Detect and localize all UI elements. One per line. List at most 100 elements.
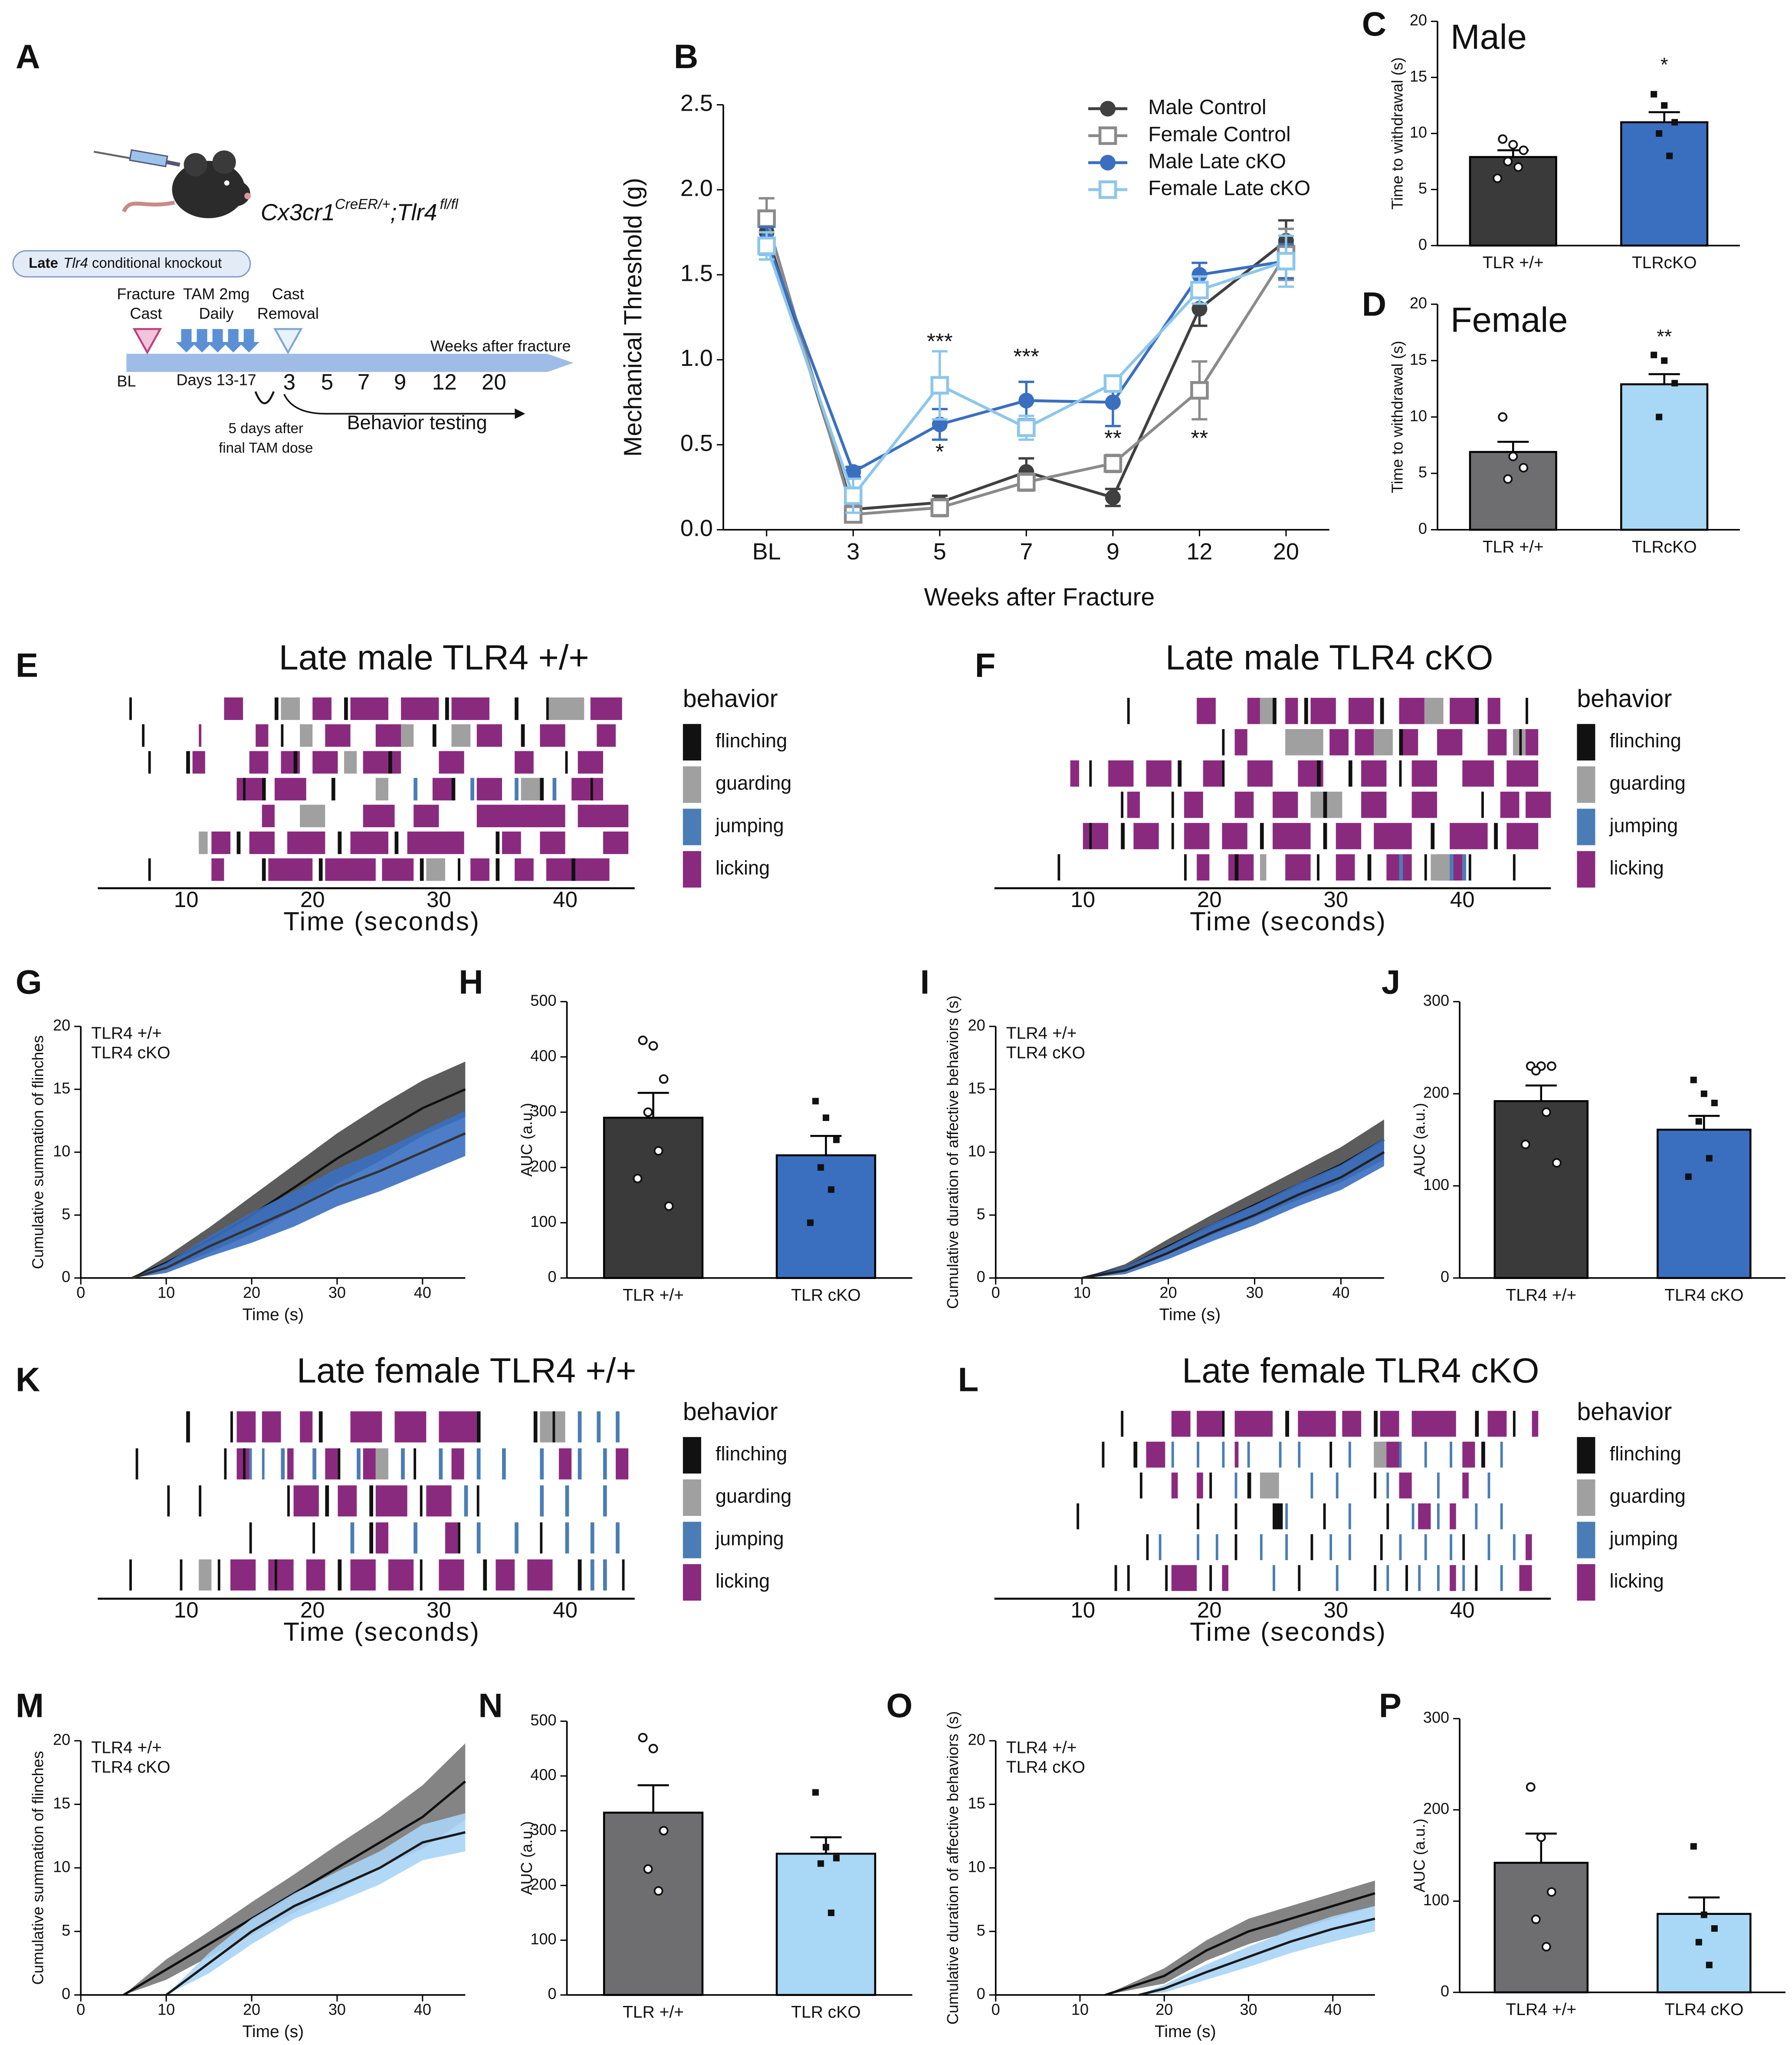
x-tick-label: 20: [1197, 887, 1222, 912]
panel: K 10 20 30 40 Time (seconds) Late female TLR4 …: [16, 1351, 791, 1646]
event: [1273, 697, 1277, 724]
panel: M 0 5 10 15 20 Cumulative summation of flinche…: [16, 1687, 466, 2041]
legend-swatch: [1577, 851, 1595, 888]
event: [1077, 1503, 1080, 1529]
y-tick-label: 0: [1441, 1982, 1449, 2000]
event: [1089, 823, 1092, 849]
data-point: [648, 1041, 658, 1051]
event: [1399, 760, 1402, 787]
event: [578, 1559, 582, 1591]
event: [603, 1448, 607, 1480]
event: [1481, 1441, 1485, 1468]
panel: P 0 100 200 300 AUC (a.u.) TLR4 +/+ TLR4 cKO: [1379, 1687, 1785, 2019]
event: [357, 1448, 361, 1480]
event: [338, 1559, 342, 1591]
y-axis-label: Cumulative summation of flinches: [29, 1751, 47, 1985]
event: [1450, 697, 1475, 724]
event: [1184, 823, 1210, 849]
event: [1222, 729, 1225, 756]
panel-letter: N: [478, 1687, 502, 1725]
y-axis-label: AUC (a.u.): [1410, 1818, 1428, 1892]
y-tick-label: 300: [530, 1821, 556, 1838]
data-point: [1661, 357, 1668, 364]
event: [1468, 854, 1471, 881]
legend-label: Female Control: [1148, 123, 1290, 146]
marker: [1191, 301, 1208, 317]
event: [1197, 854, 1210, 881]
event: [515, 858, 534, 881]
label: Fracture: [117, 285, 175, 302]
timeline-tick: 12: [432, 370, 457, 395]
x-tick-label: 40: [1332, 1283, 1349, 1301]
event: [1450, 854, 1454, 881]
x-tick-label: 40: [414, 2000, 431, 2018]
event: [1171, 792, 1174, 818]
event: [590, 778, 593, 801]
x-tick-label: TLR +/+: [623, 2003, 684, 2022]
event: [230, 1559, 256, 1591]
marker: [1103, 374, 1122, 393]
timeline-tick: 9: [394, 370, 406, 395]
marker: [1018, 392, 1034, 408]
event: [1171, 1441, 1174, 1468]
bar: [1656, 1913, 1752, 1993]
event: [1348, 1441, 1351, 1468]
y-tick-label: 1.0: [680, 345, 713, 371]
event: [1481, 792, 1484, 818]
event: [1361, 760, 1387, 787]
label: Removal: [257, 305, 319, 322]
marker: [1017, 473, 1036, 492]
x-tick-label: TLR4 +/+: [1506, 1286, 1576, 1305]
event: [1475, 1565, 1478, 1591]
event: [540, 778, 544, 801]
y-axis-label: Cumulative duration of affective behavio…: [944, 996, 962, 1309]
x-tick-label: 20: [300, 1598, 325, 1622]
data-point: [648, 1744, 658, 1753]
event: [1323, 823, 1327, 849]
x-tick-label: 20: [1197, 1598, 1222, 1622]
event: [590, 1522, 594, 1554]
event: [533, 1411, 538, 1443]
data-point: [823, 1114, 830, 1121]
event: [483, 1559, 487, 1591]
event: [1475, 1503, 1478, 1529]
marker: [1191, 267, 1208, 283]
x-tick-label: 30: [1240, 2000, 1257, 2018]
event: [1273, 1503, 1283, 1529]
legend-swatch: [683, 1522, 701, 1558]
panel-letter: J: [1382, 963, 1400, 1001]
event: [236, 1411, 256, 1443]
y-tick-label: 10: [1410, 123, 1427, 141]
event: [451, 1448, 464, 1480]
event: [363, 1448, 376, 1480]
legend-label: jumping: [1608, 1527, 1678, 1549]
y-tick-label: 20: [53, 1731, 70, 1749]
legend-label: flinching: [1609, 730, 1681, 752]
panel: H 0 100 200 300 400 500 AUC (a.u.) TLR +/+ TLR cK…: [459, 963, 912, 1305]
x-tick-label: TLR cKO: [791, 2003, 861, 2022]
event: [135, 1448, 138, 1480]
bar: [603, 1117, 704, 1279]
y-tick-label: 0: [62, 1268, 70, 1286]
legend-label: Male Late cKO: [1148, 150, 1286, 173]
x-tick-label: TLR cKO: [791, 1286, 861, 1305]
data-point: [817, 1860, 824, 1867]
event: [1329, 1441, 1333, 1468]
event: [236, 778, 262, 801]
event: [1411, 1410, 1456, 1437]
legend-label: licking: [1609, 1570, 1664, 1592]
y-tick-label: 10: [53, 1858, 70, 1875]
event: [262, 805, 275, 828]
x-tick-label: 20: [1273, 539, 1299, 565]
event: [1260, 1534, 1263, 1560]
bar: [1620, 121, 1709, 247]
legend-label: guarding: [715, 1485, 791, 1507]
event: [1418, 1503, 1431, 1529]
event: [268, 1559, 294, 1591]
event: [1494, 823, 1498, 849]
event: [1336, 823, 1362, 849]
event: [552, 778, 557, 801]
event: [1526, 792, 1551, 818]
data-point: [643, 1864, 653, 1874]
